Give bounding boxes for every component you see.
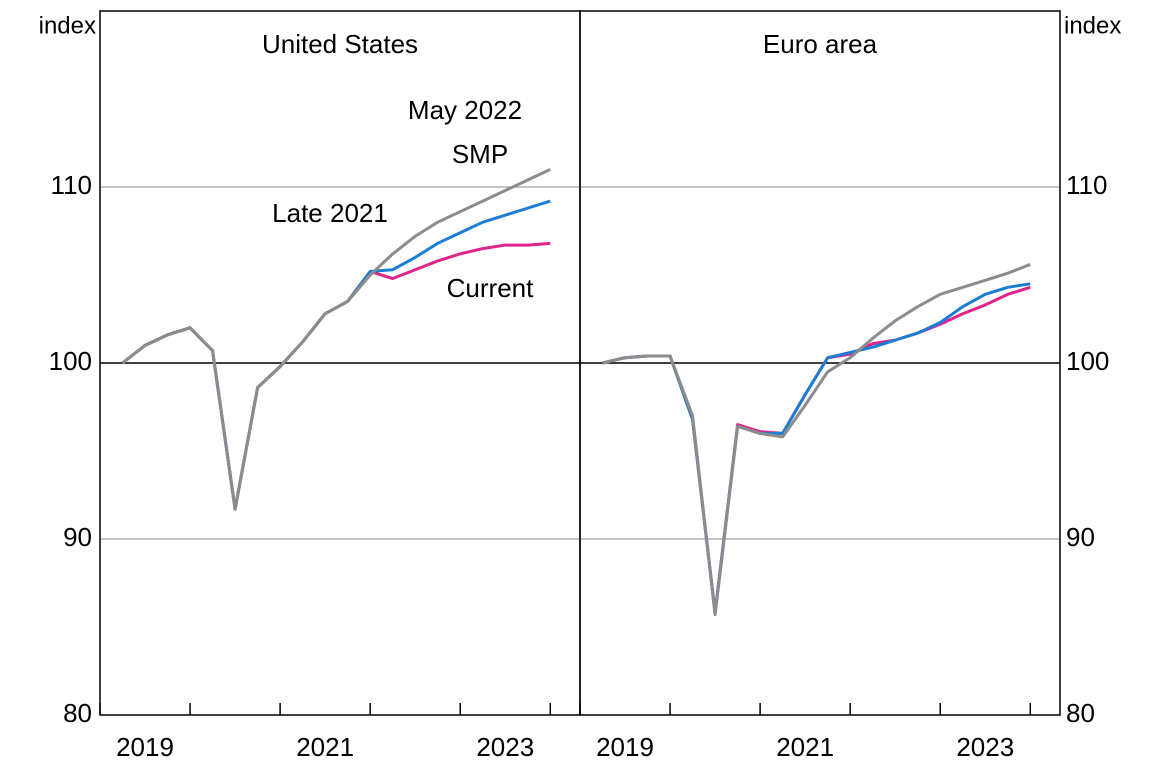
y-tick-label: 100 <box>49 346 92 376</box>
y-tick-label: 90 <box>63 522 92 552</box>
x-tick-label: 2023 <box>956 732 1014 762</box>
y-tick-label: 80 <box>1066 698 1095 728</box>
x-tick-label: 2019 <box>116 732 174 762</box>
x-tick-label: 2023 <box>476 732 534 762</box>
annotation: Late 2021 <box>272 198 388 228</box>
series-line <box>602 282 1031 615</box>
x-tick-label: 2021 <box>296 732 354 762</box>
x-tick-label: 2019 <box>596 732 654 762</box>
y-tick-label: 110 <box>1066 170 1107 200</box>
x-tick-label: 2021 <box>776 732 834 762</box>
y-axis-label: index <box>1064 12 1121 39</box>
y-tick-label: 100 <box>1066 346 1109 376</box>
annotation: May 2022 <box>408 95 522 125</box>
panel-frame <box>579 10 1061 716</box>
y-tick-label: 110 <box>51 170 92 200</box>
y-tick-label: 90 <box>1066 522 1095 552</box>
panel-title: United States <box>262 29 418 59</box>
series-line <box>602 285 1031 615</box>
series-line <box>121 168 551 511</box>
annotation: SMP <box>452 139 508 169</box>
annotation: Current <box>447 273 534 303</box>
panel-title: Euro area <box>763 29 878 59</box>
y-tick-label: 80 <box>63 698 92 728</box>
series-line <box>602 263 1031 617</box>
y-axis-label: index <box>39 12 96 39</box>
